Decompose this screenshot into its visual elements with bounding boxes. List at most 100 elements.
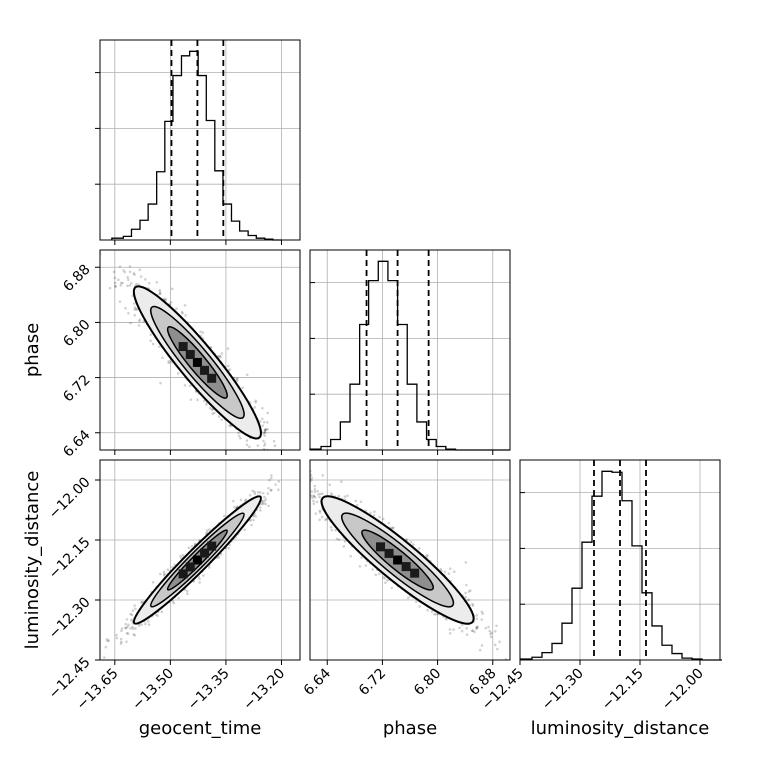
panel-phase-vs-geocent_time-sample (122, 269, 125, 272)
panel-phase-vs-geocent_time-sample (264, 428, 268, 431)
panel-phase-vs-geocent_time-sample (261, 424, 265, 427)
panel-luminosity_distance-vs-phase-sample (489, 632, 492, 636)
panel-phase-vs-geocent_time-sample (149, 333, 152, 336)
panel-luminosity_distance-vs-phase-sample (349, 554, 353, 558)
panel-luminosity_distance-vs-geocent_time-sample (239, 498, 243, 502)
panel-phase-vs-geocent_time-sample (158, 290, 162, 294)
panel-luminosity_distance-vs-geocent_time-sample (264, 498, 268, 501)
panel-luminosity_distance-vs-phase-sample (318, 518, 321, 522)
panel-luminosity_distance-vs-geocent_time-sample (268, 478, 271, 482)
panel-luminosity_distance-vs-geocent_time-sample (156, 614, 159, 618)
panel-luminosity_distance-vs-phase-sample (392, 526, 395, 530)
panel-luminosity_distance-vs-geocent_time-sample (302, 453, 305, 456)
panel-phase-vs-geocent_time-sample (264, 428, 267, 432)
panel-luminosity_distance-vs-phase-sample (387, 521, 391, 525)
panel-phase-vs-geocent_time-sample (108, 286, 112, 290)
panel-phase-vs-geocent_time-sample (204, 403, 208, 406)
panel-luminosity_distance-vs-geocent_time-sample (243, 499, 247, 503)
panel-luminosity_distance-vs-phase-sample (354, 499, 358, 503)
panel-phase-vs-geocent_time-sample (139, 275, 143, 278)
panel-luminosity_distance-vs-phase-sample (318, 509, 322, 513)
panel-phase-vs-geocent_time-sample (117, 278, 120, 282)
panel-luminosity_distance-vs-geocent_time-sample (140, 623, 143, 626)
panel-phase-vs-geocent_time-sample (267, 467, 270, 470)
panel-luminosity_distance-vs-geocent_time-sample (159, 572, 162, 576)
panel-phase-vs-geocent_time-sample (256, 444, 260, 447)
panel-luminosity_distance-vs-phase-sample (471, 602, 474, 606)
panel-phase-vs-geocent_time-sample (273, 473, 276, 476)
panel-luminosity_distance-vs-phase-sample (405, 538, 409, 541)
panel-luminosity_distance-vs-geocent_time-sample (277, 480, 281, 483)
panel-phase-vs-geocent_time-sample (144, 278, 147, 281)
hist-luminosity_distance-frame (519, 459, 721, 661)
panel-luminosity_distance-vs-phase-sample (318, 511, 322, 514)
panel-luminosity_distance-vs-phase-sample (372, 513, 376, 517)
panel-phase-vs-geocent_time-sample (196, 398, 199, 402)
panel-luminosity_distance-vs-phase-sample (425, 554, 428, 557)
panel-phase-vs-geocent_time-sample (155, 280, 159, 284)
panel-luminosity_distance-vs-phase-sample (364, 564, 368, 567)
panel-luminosity_distance-vs-geocent_time-sample (177, 596, 180, 600)
panel-luminosity_distance-vs-phase-sample (464, 583, 468, 587)
panel-luminosity_distance-vs-geocent_time-sample (267, 504, 270, 508)
panel-phase-vs-geocent_time-sample (92, 231, 95, 234)
panel-luminosity_distance-vs-geocent_time-sample (277, 488, 280, 492)
panel-luminosity_distance-vs-geocent_time-sample (202, 574, 205, 577)
panel-phase-vs-geocent_time-sample (254, 399, 258, 402)
panel-phase-vs-geocent_time-density-cell (192, 357, 202, 367)
panel-phase-vs-geocent_time-sample (135, 282, 138, 286)
corner-panels: −13.65 −13.50 −13.35 −13.20 6.64 6.72 6.80 6.88… (46, 39, 722, 713)
panel-phase-vs-geocent_time-sample (126, 275, 129, 279)
panel-luminosity_distance-vs-geocent_time-sample (269, 489, 273, 492)
panel-luminosity_distance-vs-geocent_time-sample (115, 633, 118, 637)
panel-phase-vs-geocent_time-sample (237, 434, 241, 438)
panel-luminosity_distance-vs-phase-sample (315, 500, 319, 504)
panel-luminosity_distance-vs-phase-sample (484, 626, 488, 630)
panel-luminosity_distance-vs-geocent_time-sample (107, 639, 111, 642)
panel-luminosity_distance-vs-geocent_time-sample (162, 573, 166, 577)
panel-phase-vs-geocent_time-sample (239, 436, 242, 440)
panel-phase-vs-geocent_time-density-cell (200, 365, 210, 375)
panel-phase-vs-geocent_time-sample (217, 415, 221, 418)
panel-luminosity_distance-vs-phase-sample (307, 482, 310, 485)
panel-phase-vs-geocent_time-sample (264, 428, 267, 431)
panel-phase-vs-geocent_time-sample (130, 282, 133, 285)
panel-luminosity_distance-vs-phase-sample (312, 456, 315, 459)
panel-phase-vs-geocent_time-sample (134, 308, 138, 311)
panel-phase-vs-geocent_time-sample (254, 400, 257, 404)
panel-luminosity_distance-vs-geocent_time-sample (263, 499, 266, 503)
panel-phase-vs-geocent_time-sample (113, 276, 117, 280)
panel-phase-vs-geocent_time-sample (113, 281, 117, 285)
panel-luminosity_distance-vs-phase-sample (371, 568, 374, 571)
panel-phase-vs-geocent_time-sample (124, 306, 127, 310)
panel-luminosity_distance-vs-phase-sample (495, 624, 498, 628)
panel-phase-vs-geocent_time-sample (253, 405, 257, 409)
panel-luminosity_distance-vs-phase-sample (321, 474, 325, 477)
panel-phase-vs-geocent_time-sample (262, 420, 266, 424)
panel-phase-vs-geocent_time-density-cell (178, 342, 188, 352)
panel-luminosity_distance-vs-geocent_time-sample (137, 624, 141, 627)
panel-phase-vs-geocent_time-sample (202, 399, 206, 403)
panel-luminosity_distance-vs-phase-sample (464, 561, 468, 564)
panel-phase-vs-geocent_time-sample (137, 324, 141, 327)
panel-luminosity_distance-vs-geocent_time-sample (171, 565, 174, 569)
panel-luminosity_distance-vs-geocent_time-sample (131, 627, 135, 630)
panel-luminosity_distance-vs-geocent_time-sample (133, 604, 136, 607)
panel-luminosity_distance-vs-geocent_time-density-cell (178, 569, 188, 579)
panel-luminosity_distance-vs-geocent_time-sample (208, 528, 211, 531)
panel-luminosity_distance-vs-phase-sample (475, 626, 479, 629)
panel-phase-vs-geocent_time-sample (245, 439, 249, 442)
panel-luminosity_distance-vs-geocent_time-density-cell (192, 555, 202, 565)
panel-phase-vs-geocent_time-sample (277, 461, 280, 464)
panel-phase-vs-geocent_time-sample (114, 285, 118, 288)
panel-phase-vs-geocent_time-sample (269, 453, 272, 456)
panel-luminosity_distance-vs-phase-sample (498, 640, 501, 644)
panel-luminosity_distance-vs-phase-sample (314, 512, 318, 515)
panel-luminosity_distance-vs-geocent_time-sample (132, 633, 135, 636)
panel-luminosity_distance-vs-phase-sample (475, 627, 479, 630)
panel-phase-vs-geocent_time-sample (266, 411, 269, 415)
panel-phase-vs-geocent_time-sample (161, 356, 164, 360)
panel-phase-vs-geocent_time-sample (132, 272, 136, 275)
panel-luminosity_distance-vs-geocent_time-sample (120, 629, 123, 633)
panel-phase-vs-geocent_time-sample (127, 278, 130, 281)
